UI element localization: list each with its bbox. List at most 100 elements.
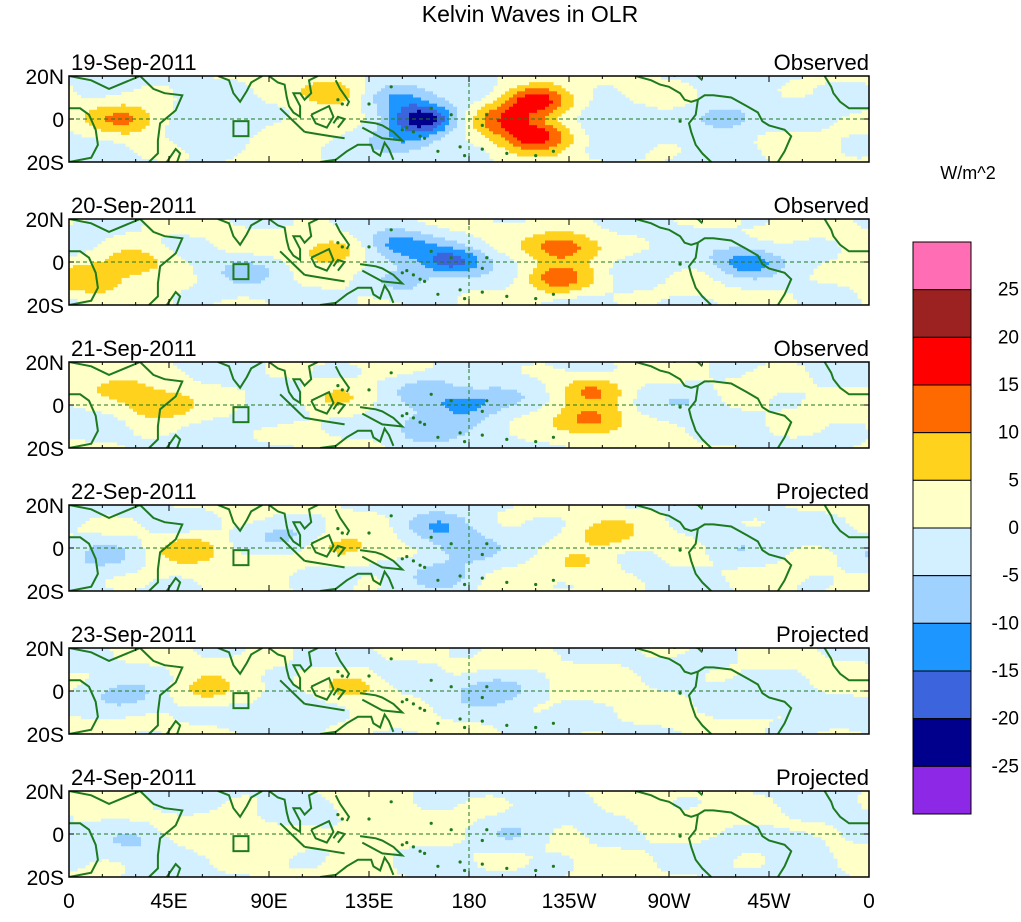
latitude-label: 20S <box>27 867 64 890</box>
coastline <box>279 107 306 133</box>
colorbar-level-label: -10 <box>992 613 1019 634</box>
coastline <box>697 380 793 448</box>
coastline <box>823 648 869 682</box>
island-dot <box>340 388 344 392</box>
island-dot <box>551 864 556 868</box>
island-dot <box>400 271 404 275</box>
coastline <box>359 263 406 285</box>
island-dot <box>551 435 556 439</box>
map-panel: 20N 0 20S 20-Sep-2011 Observed <box>25 193 870 318</box>
coastline <box>165 862 182 877</box>
island-dot <box>458 717 462 721</box>
coastline <box>673 505 703 511</box>
panel-date: 22-Sep-2011 <box>71 479 197 504</box>
island-dot <box>340 245 344 249</box>
coastline <box>217 76 263 104</box>
island-dot <box>678 119 682 123</box>
island-dot <box>367 388 371 392</box>
island-dot <box>505 437 509 441</box>
coastline <box>319 855 395 877</box>
coastline <box>635 76 699 103</box>
island-dot <box>485 256 489 260</box>
index-box <box>232 549 250 567</box>
coastline <box>217 505 263 533</box>
island-dot <box>429 392 433 396</box>
coastline <box>319 569 395 591</box>
island-dot <box>480 838 484 843</box>
island-dot <box>458 574 462 578</box>
island-dot <box>400 700 404 704</box>
island-dot <box>367 102 371 106</box>
island-dot <box>400 843 404 847</box>
latitude-label: 0 <box>52 109 64 132</box>
coastline <box>823 76 869 110</box>
coastline <box>165 147 182 162</box>
island-dot <box>423 565 427 570</box>
longitude-label: 0 <box>863 890 875 913</box>
coastline <box>697 94 793 162</box>
island-dot <box>418 563 422 567</box>
panel-status: Observed <box>774 50 869 75</box>
colorbar-level-label: -15 <box>992 661 1019 682</box>
coastline <box>359 406 406 428</box>
coastline <box>69 505 184 591</box>
coastline <box>304 273 345 283</box>
map-panel: 20N 0 20S 22-Sep-2011 Projected <box>25 479 870 604</box>
island-dot <box>405 126 409 130</box>
coastline <box>635 505 699 532</box>
colorbar-level-label: 10 <box>998 423 1019 444</box>
panel-status: Projected <box>776 622 869 647</box>
coastline <box>268 76 319 119</box>
island-dot <box>405 412 409 416</box>
colorbar-swatch <box>912 575 972 624</box>
coastline <box>319 283 395 305</box>
island-dot <box>551 721 556 725</box>
coastline <box>332 115 347 129</box>
colorbar-level-label: -5 <box>1002 566 1019 587</box>
index-box <box>232 120 250 138</box>
coastline <box>697 237 793 305</box>
longitude-label: 0 <box>63 890 75 913</box>
island-dot <box>367 531 371 535</box>
island-dot <box>418 849 422 853</box>
coastline <box>268 648 319 691</box>
coastline <box>69 76 184 162</box>
island-dot <box>405 698 409 702</box>
coastline <box>687 242 712 305</box>
panel-status: Projected <box>776 765 869 790</box>
island-dot <box>340 102 344 106</box>
latitude-label: 20N <box>25 781 64 804</box>
coastline <box>310 676 335 701</box>
coastline <box>268 791 319 834</box>
index-box <box>232 692 250 710</box>
island-dot <box>423 279 427 283</box>
island-dot <box>480 290 484 294</box>
island-dot <box>418 134 422 138</box>
coastline <box>319 140 395 162</box>
map-panel: 20N 0 20S 21-Sep-2011 Observed <box>25 336 870 461</box>
index-box <box>232 835 250 853</box>
island-dot <box>389 371 393 375</box>
coastline <box>217 791 263 819</box>
island-dot <box>336 98 340 102</box>
island-dot <box>449 542 453 546</box>
island-dot <box>411 702 415 706</box>
coastline <box>310 819 335 844</box>
index-box <box>232 406 250 424</box>
coastline <box>310 247 335 272</box>
island-dot <box>480 862 484 866</box>
map-panels: 20N 0 20S 19-Sep-2011 Observed 20N 0 20S 20-Sep-… <box>25 50 870 890</box>
island-dot <box>480 719 484 723</box>
island-dot <box>678 548 682 552</box>
island-dot <box>480 552 484 557</box>
longitude-label: 90W <box>647 890 690 913</box>
latitude-label: 20S <box>27 295 64 318</box>
latitude-label: 20S <box>27 724 64 747</box>
island-dot <box>458 288 462 292</box>
colorbar-swatch <box>912 336 972 386</box>
island-dot <box>389 85 393 89</box>
island-dot <box>336 813 340 817</box>
island-dot <box>485 542 489 546</box>
island-dot <box>429 678 433 682</box>
island-dot <box>463 297 467 301</box>
